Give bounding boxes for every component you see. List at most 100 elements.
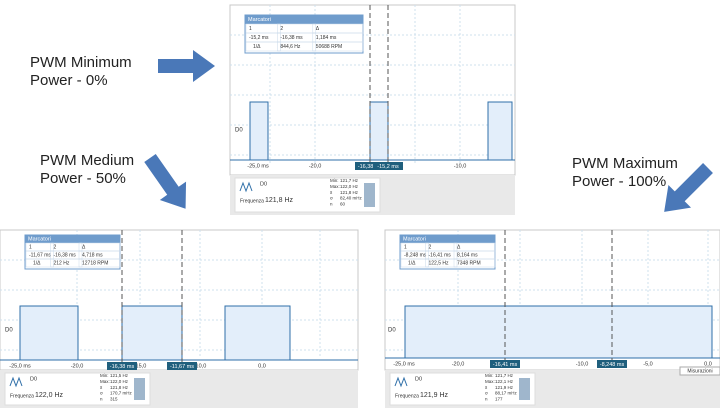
marker-value: 844,6 Hz <box>280 44 301 50</box>
marker-value: 7348 RPM <box>457 260 481 266</box>
cursor-label: -16,41 ms <box>493 362 518 368</box>
markers-title: Marcatori <box>248 17 271 23</box>
marker-value: 12718 RPM <box>82 260 108 266</box>
markers-header <box>400 235 495 243</box>
axis-label: -10,0 <box>194 363 207 369</box>
markers-header <box>25 235 120 243</box>
cursor-badge <box>107 362 137 370</box>
delete-button[interactable] <box>134 378 145 400</box>
marker-value: 1 <box>404 244 407 250</box>
marker-value: 2 <box>280 26 283 32</box>
cursor-badge <box>167 362 197 370</box>
stat-text: 122,0 Hz <box>110 379 129 384</box>
pulse <box>369 101 389 161</box>
axis-label: -20,0 <box>71 363 84 369</box>
pulse <box>224 305 291 361</box>
stat-text: Max: <box>100 379 110 384</box>
cursor-label: -16,38 ms <box>110 364 135 370</box>
marker-cell <box>245 41 281 52</box>
caption: PWM Medium <box>40 152 134 169</box>
marker-value: -11,67 ms <box>29 252 51 258</box>
cursor-badge <box>373 162 403 170</box>
stat-text: σ <box>330 196 333 201</box>
axis-label: -20,0 <box>309 163 322 169</box>
markers-header <box>245 15 363 24</box>
marker-cell <box>277 41 317 52</box>
marker-value: 8,164 ms <box>457 252 478 258</box>
marker-cell <box>400 258 429 268</box>
measure-card <box>4 372 151 406</box>
markers-title: Marcatori <box>403 236 426 242</box>
footer-channel: D0 <box>260 181 267 187</box>
stat-text: 177 <box>495 396 503 401</box>
cursor-label: -8,248 ms <box>600 362 625 368</box>
marker-cell <box>50 258 83 268</box>
axis-label: -15,0 <box>134 363 147 369</box>
cursor-label: -16,38 ms <box>358 164 383 170</box>
marker-value: 1/Δ <box>253 44 261 50</box>
markers-title: Marcatori <box>28 236 51 242</box>
marker-value: 1,184 ms <box>316 35 337 41</box>
delete-button[interactable] <box>519 378 530 400</box>
pulse <box>404 305 713 359</box>
axis-label: 0,0 <box>258 363 266 369</box>
axis-label: -25,0 ms <box>247 163 269 169</box>
marker-value: -16,41 ms <box>429 252 452 258</box>
axis-label: 0,0 <box>704 361 712 367</box>
pulse <box>121 305 183 361</box>
axis-label: -20,0 <box>452 361 465 367</box>
stat-text: 170,7 mHz <box>110 391 133 396</box>
marker-cell <box>312 41 364 52</box>
stat-text: x̄ <box>330 190 333 195</box>
footer-value: 121,9 Hz <box>420 392 449 399</box>
marker-cell <box>425 258 458 268</box>
pulse <box>487 101 513 161</box>
marker-value: 1/Δ <box>33 260 41 266</box>
tab <box>679 366 720 376</box>
arrow-down-left <box>664 163 713 212</box>
stat-text: Min: <box>330 178 339 183</box>
marker-value: Δ <box>82 244 86 250</box>
marker-value: -8,248 ms <box>404 252 427 258</box>
stat-text: σ <box>100 391 103 396</box>
analyzer-panel: D0-25,0 ms -20,0 -10,0 -5,0 0,0-16,41 ms -8,2… <box>384 229 720 408</box>
footer-value: 121,8 Hz <box>265 197 294 204</box>
stat-text: x̄ <box>100 385 103 390</box>
tab-label: Misurazioni <box>687 368 712 374</box>
marker-value: -16,38 ms <box>280 35 303 41</box>
channel-label: D0 <box>235 128 243 134</box>
marker-value: 1 <box>29 244 32 250</box>
cursor-badge <box>355 162 385 170</box>
footer-channel: D0 <box>415 376 422 382</box>
channel-label: D0 <box>388 328 396 334</box>
marker-value: -15,2 ms <box>249 35 269 41</box>
axis-label: -10,0 <box>454 163 467 169</box>
analyzer-panel: D0 -25,0 ms -20,0 -10,0 -16,38 ms -15,2 ms Mar… <box>229 4 516 215</box>
stat-text: 121,7 Hz <box>495 373 514 378</box>
marker-value: 1/Δ <box>408 260 416 266</box>
footer-channel: D0 <box>30 376 37 382</box>
marker-value: 50688 RPM <box>316 44 342 50</box>
marker-value: 2 <box>54 244 57 250</box>
cursor-badge <box>597 360 627 368</box>
cursor-label: -11,67 ms <box>170 364 194 370</box>
stat-text: 121,9 Hz <box>495 385 514 390</box>
stat-text: 82,40 mHz <box>340 196 363 201</box>
stat-text: 121,8 Hz <box>340 190 359 195</box>
stat-text: 88,17 mHz <box>495 391 518 396</box>
arrows <box>144 50 713 212</box>
axis-label: -10,0 <box>576 361 589 367</box>
footer-measure: Frequenza <box>395 393 419 399</box>
marker-value: 1 <box>249 26 252 32</box>
footer-measure: Frequenza <box>240 198 264 204</box>
stat-text: Max: <box>330 184 340 189</box>
marker-value: 2 <box>429 244 432 250</box>
marker-cell <box>78 258 121 268</box>
stat-text: σ <box>485 391 488 396</box>
stat-text: 121,7 Hz <box>340 178 359 183</box>
stat-text: n <box>100 396 103 401</box>
delete-button[interactable] <box>364 183 375 207</box>
marker-cell <box>25 258 54 268</box>
signal-icon <box>394 376 408 388</box>
caption: PWM Maximum <box>572 155 678 172</box>
